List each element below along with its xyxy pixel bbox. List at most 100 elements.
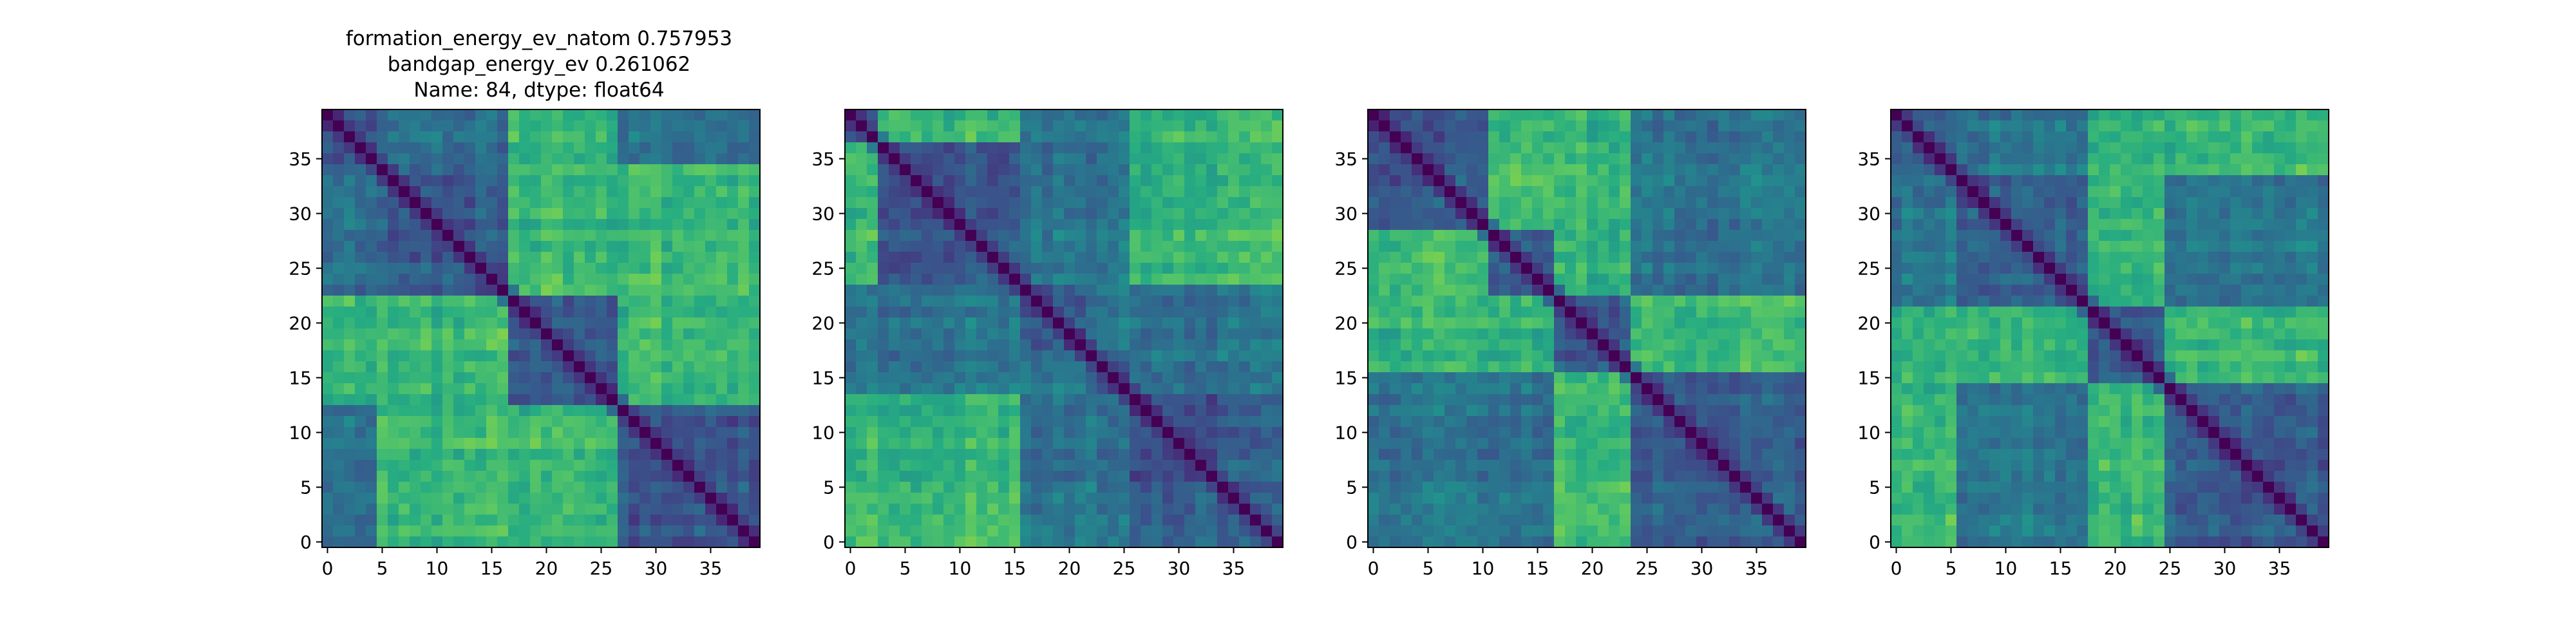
heatmap-cell	[1130, 515, 1141, 526]
heatmap-cell	[1108, 328, 1119, 340]
heatmap-cell	[355, 197, 366, 209]
heatmap-cell	[1674, 175, 1686, 187]
heatmap-cell	[1184, 164, 1196, 176]
heatmap-cell	[1162, 471, 1174, 482]
heatmap-cell	[1031, 471, 1043, 482]
heatmap-cell	[954, 230, 966, 242]
heatmap-cell	[1740, 317, 1752, 329]
heatmap-cell	[683, 175, 695, 187]
heatmap-cell	[453, 427, 465, 439]
heatmap-cell	[749, 405, 761, 417]
heatmap-cell	[1663, 449, 1675, 460]
heatmap-cell	[377, 296, 388, 307]
heatmap-cell	[1631, 109, 1642, 121]
heatmap-cell	[541, 285, 553, 296]
heatmap-cell	[845, 296, 857, 307]
heatmap-cell	[322, 219, 334, 231]
heatmap-cell	[1053, 536, 1065, 548]
heatmap-cell	[1477, 175, 1489, 187]
heatmap-cell	[1576, 536, 1587, 548]
heatmap-cell	[1009, 405, 1021, 417]
heatmap-cell	[954, 197, 966, 209]
heatmap-cell	[1423, 263, 1434, 274]
heatmap-cell	[1565, 438, 1577, 450]
heatmap-cell	[629, 317, 640, 329]
heatmap-cell	[738, 109, 750, 121]
heatmap-cell	[954, 263, 966, 274]
heatmap-cell	[1587, 142, 1598, 154]
heatmap-cell	[1510, 515, 1522, 526]
heatmap-cell	[1696, 197, 1708, 209]
heatmap-cell	[1751, 482, 1763, 493]
heatmap-cell	[1466, 120, 1478, 132]
heatmap-cell	[322, 427, 334, 439]
heatmap-cell	[911, 317, 922, 329]
heatmap-cell	[607, 493, 618, 504]
heatmap-cell	[1064, 449, 1075, 460]
heatmap-cell	[1434, 504, 1445, 515]
heatmap-cell	[1130, 285, 1141, 296]
heatmap-cell	[1696, 252, 1708, 263]
heatmap-cell	[1228, 482, 1240, 493]
heatmap-cell	[1642, 493, 1653, 504]
heatmap-cell	[1532, 208, 1544, 220]
heatmap-cell	[650, 274, 662, 285]
heatmap-cell	[856, 230, 867, 242]
heatmap-cell	[1206, 274, 1218, 285]
heatmap-cell	[1401, 460, 1412, 471]
heatmap-cell	[1119, 536, 1130, 548]
heatmap-cell	[998, 296, 1010, 307]
heatmap-cell	[1751, 317, 1763, 329]
heatmap-cell	[1031, 383, 1043, 395]
heatmap-cell	[596, 120, 607, 132]
heatmap-cell	[1609, 460, 1620, 471]
heatmap-cell	[475, 339, 487, 351]
y-tick-label: 25	[289, 258, 312, 279]
heatmap-cell	[1434, 449, 1445, 460]
heatmap-cell	[1250, 493, 1262, 504]
heatmap-cell	[1412, 515, 1423, 526]
heatmap-cell	[607, 536, 618, 548]
heatmap-cell	[1228, 175, 1240, 187]
heatmap-cell	[1042, 350, 1054, 362]
heatmap-cell	[976, 416, 988, 428]
heatmap-cell	[453, 536, 465, 548]
heatmap-cell	[1162, 493, 1174, 504]
heatmap-cell	[1020, 164, 1032, 176]
heatmap-cell	[976, 219, 988, 231]
heatmap-cell	[933, 263, 944, 274]
heatmap-cell	[727, 109, 739, 121]
heatmap-cell	[1009, 493, 1021, 504]
heatmap-cell	[618, 109, 629, 121]
heatmap-cell	[933, 536, 944, 548]
heatmap-cell	[1250, 274, 1262, 285]
heatmap-cell	[1151, 153, 1163, 165]
heatmap-cell	[1368, 109, 1379, 121]
heatmap-cell	[1064, 208, 1075, 220]
heatmap-cell	[954, 536, 966, 548]
heatmap-cell	[1696, 416, 1708, 428]
heatmap-cell	[475, 372, 487, 384]
heatmap-cell	[661, 526, 673, 537]
heatmap-cell	[497, 296, 509, 307]
heatmap-cell	[1784, 394, 1795, 406]
heatmap-cell	[976, 383, 988, 395]
heatmap-cell	[1173, 515, 1185, 526]
heatmap-cell	[1685, 296, 1697, 307]
heatmap-cell	[976, 307, 988, 318]
heatmap-cell	[1086, 339, 1097, 351]
heatmap-cell	[1130, 274, 1141, 285]
heatmap-cell	[388, 230, 399, 242]
heatmap-cell	[1108, 526, 1119, 537]
heatmap-cell	[1477, 296, 1489, 307]
heatmap-cell	[442, 219, 454, 231]
heatmap-cell	[541, 515, 553, 526]
heatmap-cell	[1162, 197, 1174, 209]
heatmap-cell	[508, 230, 520, 242]
heatmap-cell	[1162, 219, 1174, 231]
heatmap-cell	[1379, 142, 1390, 154]
heatmap-cell	[867, 120, 878, 132]
heatmap-cell	[1642, 460, 1653, 471]
heatmap-cell	[1532, 504, 1544, 515]
heatmap-cell	[1598, 471, 1609, 482]
